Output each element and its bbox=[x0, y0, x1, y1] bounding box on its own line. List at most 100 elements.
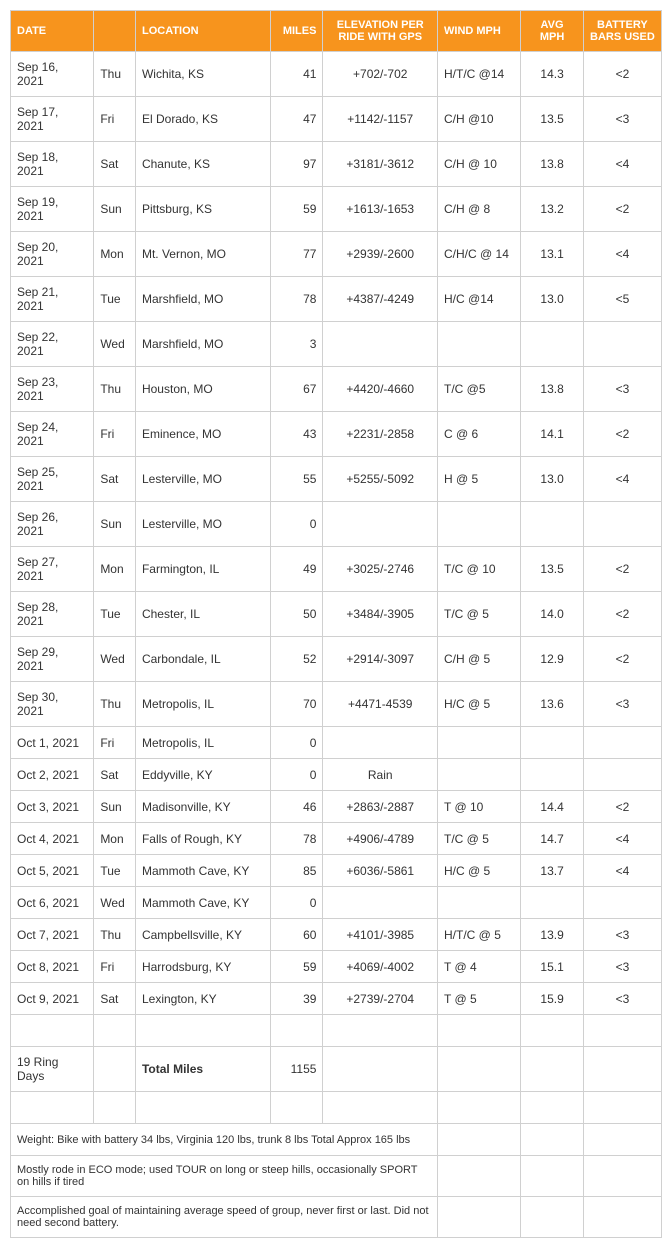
cell-elevation: +2863/-2887 bbox=[323, 791, 438, 823]
cell-date: Oct 3, 2021 bbox=[11, 791, 94, 823]
cell-battery: <4 bbox=[583, 232, 661, 277]
cell-battery: <2 bbox=[583, 412, 661, 457]
cell-miles: 0 bbox=[271, 502, 323, 547]
cell-elevation: Rain bbox=[323, 759, 438, 791]
cell-elevation: +1142/-1157 bbox=[323, 97, 438, 142]
cell-location: Pittsburg, KS bbox=[135, 187, 270, 232]
cell-day: Tue bbox=[94, 592, 136, 637]
cell-avg: 13.0 bbox=[521, 457, 583, 502]
cell-elevation: +4101/-3985 bbox=[323, 919, 438, 951]
cell-elevation bbox=[323, 322, 438, 367]
cell-location: Marshfield, MO bbox=[135, 277, 270, 322]
table-row: Oct 6, 2021 Wed Mammoth Cave, KY 0 bbox=[11, 887, 662, 919]
cell-battery: <2 bbox=[583, 791, 661, 823]
note-text: Weight: Bike with battery 34 lbs, Virgin… bbox=[11, 1124, 438, 1156]
cell-miles: 59 bbox=[271, 951, 323, 983]
cell-avg: 13.5 bbox=[521, 97, 583, 142]
cell-elevation: +3025/-2746 bbox=[323, 547, 438, 592]
cell-avg bbox=[521, 502, 583, 547]
cell-avg: 14.7 bbox=[521, 823, 583, 855]
table-row: Oct 2, 2021 Sat Eddyville, KY 0 Rain bbox=[11, 759, 662, 791]
cell-date: Sep 29, 2021 bbox=[11, 637, 94, 682]
cell-battery: <4 bbox=[583, 142, 661, 187]
cell-date: Sep 16, 2021 bbox=[11, 52, 94, 97]
cell-location: Marshfield, MO bbox=[135, 322, 270, 367]
cell-location: Campbellsville, KY bbox=[135, 919, 270, 951]
cell-elevation: +3181/-3612 bbox=[323, 142, 438, 187]
cell-location: Houston, MO bbox=[135, 367, 270, 412]
cell-location: Chester, IL bbox=[135, 592, 270, 637]
cell-wind: H/T/C @14 bbox=[438, 52, 521, 97]
cell-miles: 49 bbox=[271, 547, 323, 592]
cell-battery bbox=[583, 759, 661, 791]
cell-battery: <3 bbox=[583, 367, 661, 412]
cell-day: Wed bbox=[94, 637, 136, 682]
table-row: Oct 8, 2021 Fri Harrodsburg, KY 59 +4069… bbox=[11, 951, 662, 983]
cell-avg: 14.3 bbox=[521, 52, 583, 97]
cell-miles: 3 bbox=[271, 322, 323, 367]
cell-elevation: +4420/-4660 bbox=[323, 367, 438, 412]
table-row: Sep 30, 2021 Thu Metropolis, IL 70 +4471… bbox=[11, 682, 662, 727]
cell-date: Sep 20, 2021 bbox=[11, 232, 94, 277]
cell-location: Harrodsburg, KY bbox=[135, 951, 270, 983]
cell-miles: 78 bbox=[271, 823, 323, 855]
cell-day: Sun bbox=[94, 791, 136, 823]
cell-day: Fri bbox=[94, 97, 136, 142]
cell-avg: 14.1 bbox=[521, 412, 583, 457]
table-row: Sep 27, 2021 Mon Farmington, IL 49 +3025… bbox=[11, 547, 662, 592]
cell-wind bbox=[438, 759, 521, 791]
cell-elevation bbox=[323, 887, 438, 919]
cell-wind: H @ 5 bbox=[438, 457, 521, 502]
summary-total-miles: 1155 bbox=[271, 1047, 323, 1092]
cell-avg: 12.9 bbox=[521, 637, 583, 682]
cell-date: Oct 4, 2021 bbox=[11, 823, 94, 855]
cell-wind: C @ 6 bbox=[438, 412, 521, 457]
cell-wind: C/H @10 bbox=[438, 97, 521, 142]
table-row: Sep 19, 2021 Sun Pittsburg, KS 59 +1613/… bbox=[11, 187, 662, 232]
note-text: Accomplished goal of maintaining average… bbox=[11, 1197, 438, 1238]
cell-battery: <2 bbox=[583, 592, 661, 637]
cell-miles: 59 bbox=[271, 187, 323, 232]
table-header: DATE LOCATION MILES ELEVATION PER RIDE W… bbox=[11, 11, 662, 52]
cell-avg: 14.0 bbox=[521, 592, 583, 637]
table-row: Sep 20, 2021 Mon Mt. Vernon, MO 77 +2939… bbox=[11, 232, 662, 277]
cell-battery bbox=[583, 322, 661, 367]
cell-avg: 15.1 bbox=[521, 951, 583, 983]
cell-battery bbox=[583, 887, 661, 919]
table-row: Sep 17, 2021 Fri El Dorado, KS 47 +1142/… bbox=[11, 97, 662, 142]
table-row: Sep 21, 2021 Tue Marshfield, MO 78 +4387… bbox=[11, 277, 662, 322]
cell-wind: T @ 4 bbox=[438, 951, 521, 983]
cell-wind: T @ 10 bbox=[438, 791, 521, 823]
cell-miles: 97 bbox=[271, 142, 323, 187]
cell-battery bbox=[583, 727, 661, 759]
cell-day: Sat bbox=[94, 457, 136, 502]
cell-date: Sep 24, 2021 bbox=[11, 412, 94, 457]
notes-row: Weight: Bike with battery 34 lbs, Virgin… bbox=[11, 1124, 662, 1156]
cell-miles: 50 bbox=[271, 592, 323, 637]
cell-location: Mammoth Cave, KY bbox=[135, 887, 270, 919]
cell-wind: C/H/C @ 14 bbox=[438, 232, 521, 277]
cell-elevation bbox=[323, 502, 438, 547]
summary-total-label: Total Miles bbox=[135, 1047, 270, 1092]
cell-day: Wed bbox=[94, 322, 136, 367]
cell-elevation: +1613/-1653 bbox=[323, 187, 438, 232]
table-body: Sep 16, 2021 Thu Wichita, KS 41 +702/-70… bbox=[11, 52, 662, 1238]
cell-day: Mon bbox=[94, 232, 136, 277]
cell-wind bbox=[438, 502, 521, 547]
cell-day: Fri bbox=[94, 412, 136, 457]
cell-date: Sep 17, 2021 bbox=[11, 97, 94, 142]
cell-miles: 55 bbox=[271, 457, 323, 502]
cell-battery: <3 bbox=[583, 983, 661, 1015]
cell-date: Oct 2, 2021 bbox=[11, 759, 94, 791]
cell-elevation: +2739/-2704 bbox=[323, 983, 438, 1015]
cell-wind: T/C @ 5 bbox=[438, 592, 521, 637]
cell-battery: <2 bbox=[583, 187, 661, 232]
notes-row: Accomplished goal of maintaining average… bbox=[11, 1197, 662, 1238]
cell-elevation: +4906/-4789 bbox=[323, 823, 438, 855]
cell-miles: 43 bbox=[271, 412, 323, 457]
header-day bbox=[94, 11, 136, 52]
table-row: Sep 29, 2021 Wed Carbondale, IL 52 +2914… bbox=[11, 637, 662, 682]
cell-location: Lesterville, MO bbox=[135, 502, 270, 547]
table-row: Sep 18, 2021 Sat Chanute, KS 97 +3181/-3… bbox=[11, 142, 662, 187]
cell-elevation: +6036/-5861 bbox=[323, 855, 438, 887]
